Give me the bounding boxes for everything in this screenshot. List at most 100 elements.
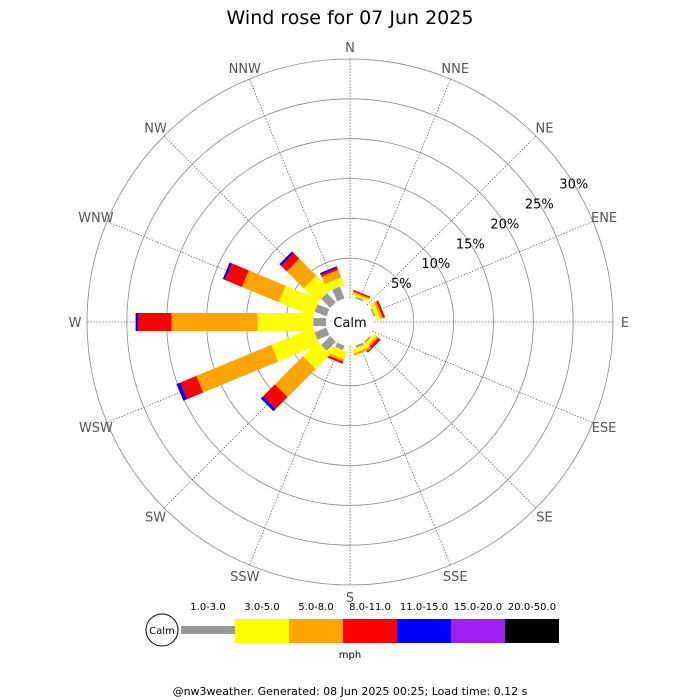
radial-tick-label: 30% — [559, 178, 588, 193]
direction-bars — [135, 251, 386, 412]
bar-nw-1.0-3.0 — [321, 293, 336, 308]
spoke-nne — [358, 78, 452, 300]
legend-swatch-3.0-5.0 — [235, 619, 289, 643]
radial-tick-label: 5% — [391, 277, 412, 292]
bar-se-1.0-3.0 — [364, 336, 371, 343]
bar-w-5.0-8.0 — [171, 313, 258, 331]
spoke-ese — [372, 330, 594, 424]
radial-tick-label: 15% — [456, 237, 485, 252]
direction-label-wsw: WSW — [79, 421, 113, 436]
bar-wnw-5.0-8.0 — [241, 270, 286, 303]
direction-label-nw: NW — [144, 122, 167, 137]
direction-label-wnw: WNW — [78, 211, 114, 226]
chart-title: Wind rose for 07 Jun 2025 — [227, 7, 474, 29]
bar-ene-8.0-11.0 — [376, 300, 386, 319]
bar-ene-5.0-8.0 — [373, 301, 383, 319]
bar-nne-1.0-3.0 — [355, 296, 364, 302]
bar-w-8.0-11.0 — [137, 313, 172, 331]
unit-label: mph — [339, 650, 361, 661]
legend-label-15.0-20.0: 15.0-20.0 — [454, 602, 502, 613]
bar-wnw-11.0-15.0 — [222, 262, 232, 280]
direction-label-ssw: SSW — [230, 570, 260, 585]
calm-label: Calm — [333, 316, 366, 331]
bar-nne-8.0-11.0 — [353, 289, 371, 299]
direction-label-s: S — [346, 591, 354, 606]
bar-nnw-1.0-3.0 — [332, 286, 345, 302]
bar-wsw-3.0-5.0 — [271, 327, 320, 362]
direction-label-nne: NNE — [441, 62, 469, 77]
bar-nnw-3.0-5.0 — [324, 277, 345, 292]
legend-swatch-8.0-11.0 — [343, 619, 397, 643]
direction-label-ne: NE — [535, 122, 553, 137]
legend-label-11.0-15.0: 11.0-15.0 — [400, 602, 448, 613]
bar-ssw-5.0-8.0 — [326, 352, 345, 362]
spoke-ssw — [248, 344, 342, 566]
spoke-ne — [366, 135, 537, 306]
legend-swatch-15.0-20.0 — [451, 619, 505, 643]
bar-nnw-11.0-15.0 — [320, 266, 338, 275]
direction-label-w: W — [69, 316, 82, 331]
direction-label-se: SE — [536, 510, 552, 525]
bar-ssw-8.0-11.0 — [325, 354, 344, 364]
bar-sw-11.0-15.0 — [260, 396, 276, 412]
footer-text: @nw3weather. Generated: 08 Jun 2025 00:2… — [173, 685, 528, 698]
legend-swatch-1.0-3.0 — [181, 626, 235, 634]
direction-label-e: E — [621, 316, 629, 331]
direction-labels: N NNE NE ENE E ESE SE SSE S SSW SW WSW W WNW NW NNW — [69, 41, 630, 606]
bar-nne-5.0-8.0 — [352, 291, 370, 300]
legend-swatch-11.0-15.0 — [397, 619, 451, 643]
bar-sse-3.0-5.0 — [351, 342, 370, 354]
grid-ring — [86, 58, 614, 586]
bar-nw-11.0-15.0 — [279, 251, 294, 266]
spoke-nnw — [248, 78, 342, 300]
bar-wsw-11.0-15.0 — [176, 382, 188, 401]
bar-ssw-3.0-5.0 — [327, 345, 348, 360]
bar-sse-5.0-8.0 — [353, 346, 371, 356]
calm-indicator: Calm — [326, 298, 374, 346]
direction-label-nnw: NNW — [229, 62, 261, 77]
legend-label-8.0-11.0: 8.0-11.0 — [349, 602, 391, 613]
bar-w-11.0-15.0 — [135, 313, 138, 331]
spoke-ene — [372, 220, 594, 314]
bar-sw-8.0-11.0 — [263, 384, 288, 409]
direction-label-sw: SW — [145, 510, 166, 525]
legend-swatch-20.0-50.0 — [505, 619, 559, 643]
radial-tick-label: 10% — [421, 257, 450, 272]
legend-label-3.0-5.0: 3.0-5.0 — [244, 602, 279, 613]
spoke-sse — [358, 344, 452, 566]
bar-w-1.0-3.0 — [313, 318, 326, 326]
radial-tick-label: 20% — [490, 217, 519, 232]
legend-label-1.0-3.0: 1.0-3.0 — [190, 602, 225, 613]
bar-nw-3.0-5.0 — [303, 275, 331, 303]
bar-sw-3.0-5.0 — [303, 341, 331, 369]
bar-ene-3.0-5.0 — [370, 302, 381, 321]
direction-label-n: N — [345, 41, 355, 56]
legend-calm-circle — [145, 613, 179, 647]
legend-label-5.0-8.0: 5.0-8.0 — [298, 602, 333, 613]
bar-nw-5.0-8.0 — [286, 258, 317, 289]
bar-w-3.0-5.0 — [257, 313, 314, 331]
radial-tick-label: 25% — [525, 197, 554, 212]
direction-label-ene: ENE — [591, 211, 617, 226]
speed-legend: Calm 1.0-3.0 3.0-5.0 5.0-8.0 8.0-11.0 11.0-15… — [145, 602, 559, 647]
direction-label-ese: ESE — [592, 421, 617, 436]
bar-wnw-1.0-3.0 — [314, 304, 330, 317]
radial-tick-labels: 5% 10% 15% 20% 25% 30% — [391, 178, 588, 293]
legend-label-20.0-50.0: 20.0-50.0 — [508, 602, 556, 613]
bar-nw-8.0-11.0 — [281, 253, 300, 272]
bar-sw-5.0-8.0 — [274, 356, 316, 398]
bar-wsw-5.0-8.0 — [196, 344, 279, 393]
bar-wsw-1.0-3.0 — [314, 327, 330, 340]
legend-calm-label: Calm — [149, 626, 175, 637]
bar-wsw-8.0-11.0 — [180, 375, 204, 400]
bar-wnw-8.0-11.0 — [225, 263, 249, 287]
bar-ssw-1.0-3.0 — [335, 342, 345, 351]
bar-sse-1.0-3.0 — [355, 342, 364, 348]
bar-ene-1.0-3.0 — [370, 308, 376, 317]
direction-label-sse: SSE — [443, 570, 468, 585]
bar-wnw-3.0-5.0 — [278, 285, 320, 317]
bar-sw-1.0-3.0 — [321, 336, 336, 351]
bar-nnw-5.0-8.0 — [321, 269, 342, 285]
legend-swatch-5.0-8.0 — [289, 619, 343, 643]
